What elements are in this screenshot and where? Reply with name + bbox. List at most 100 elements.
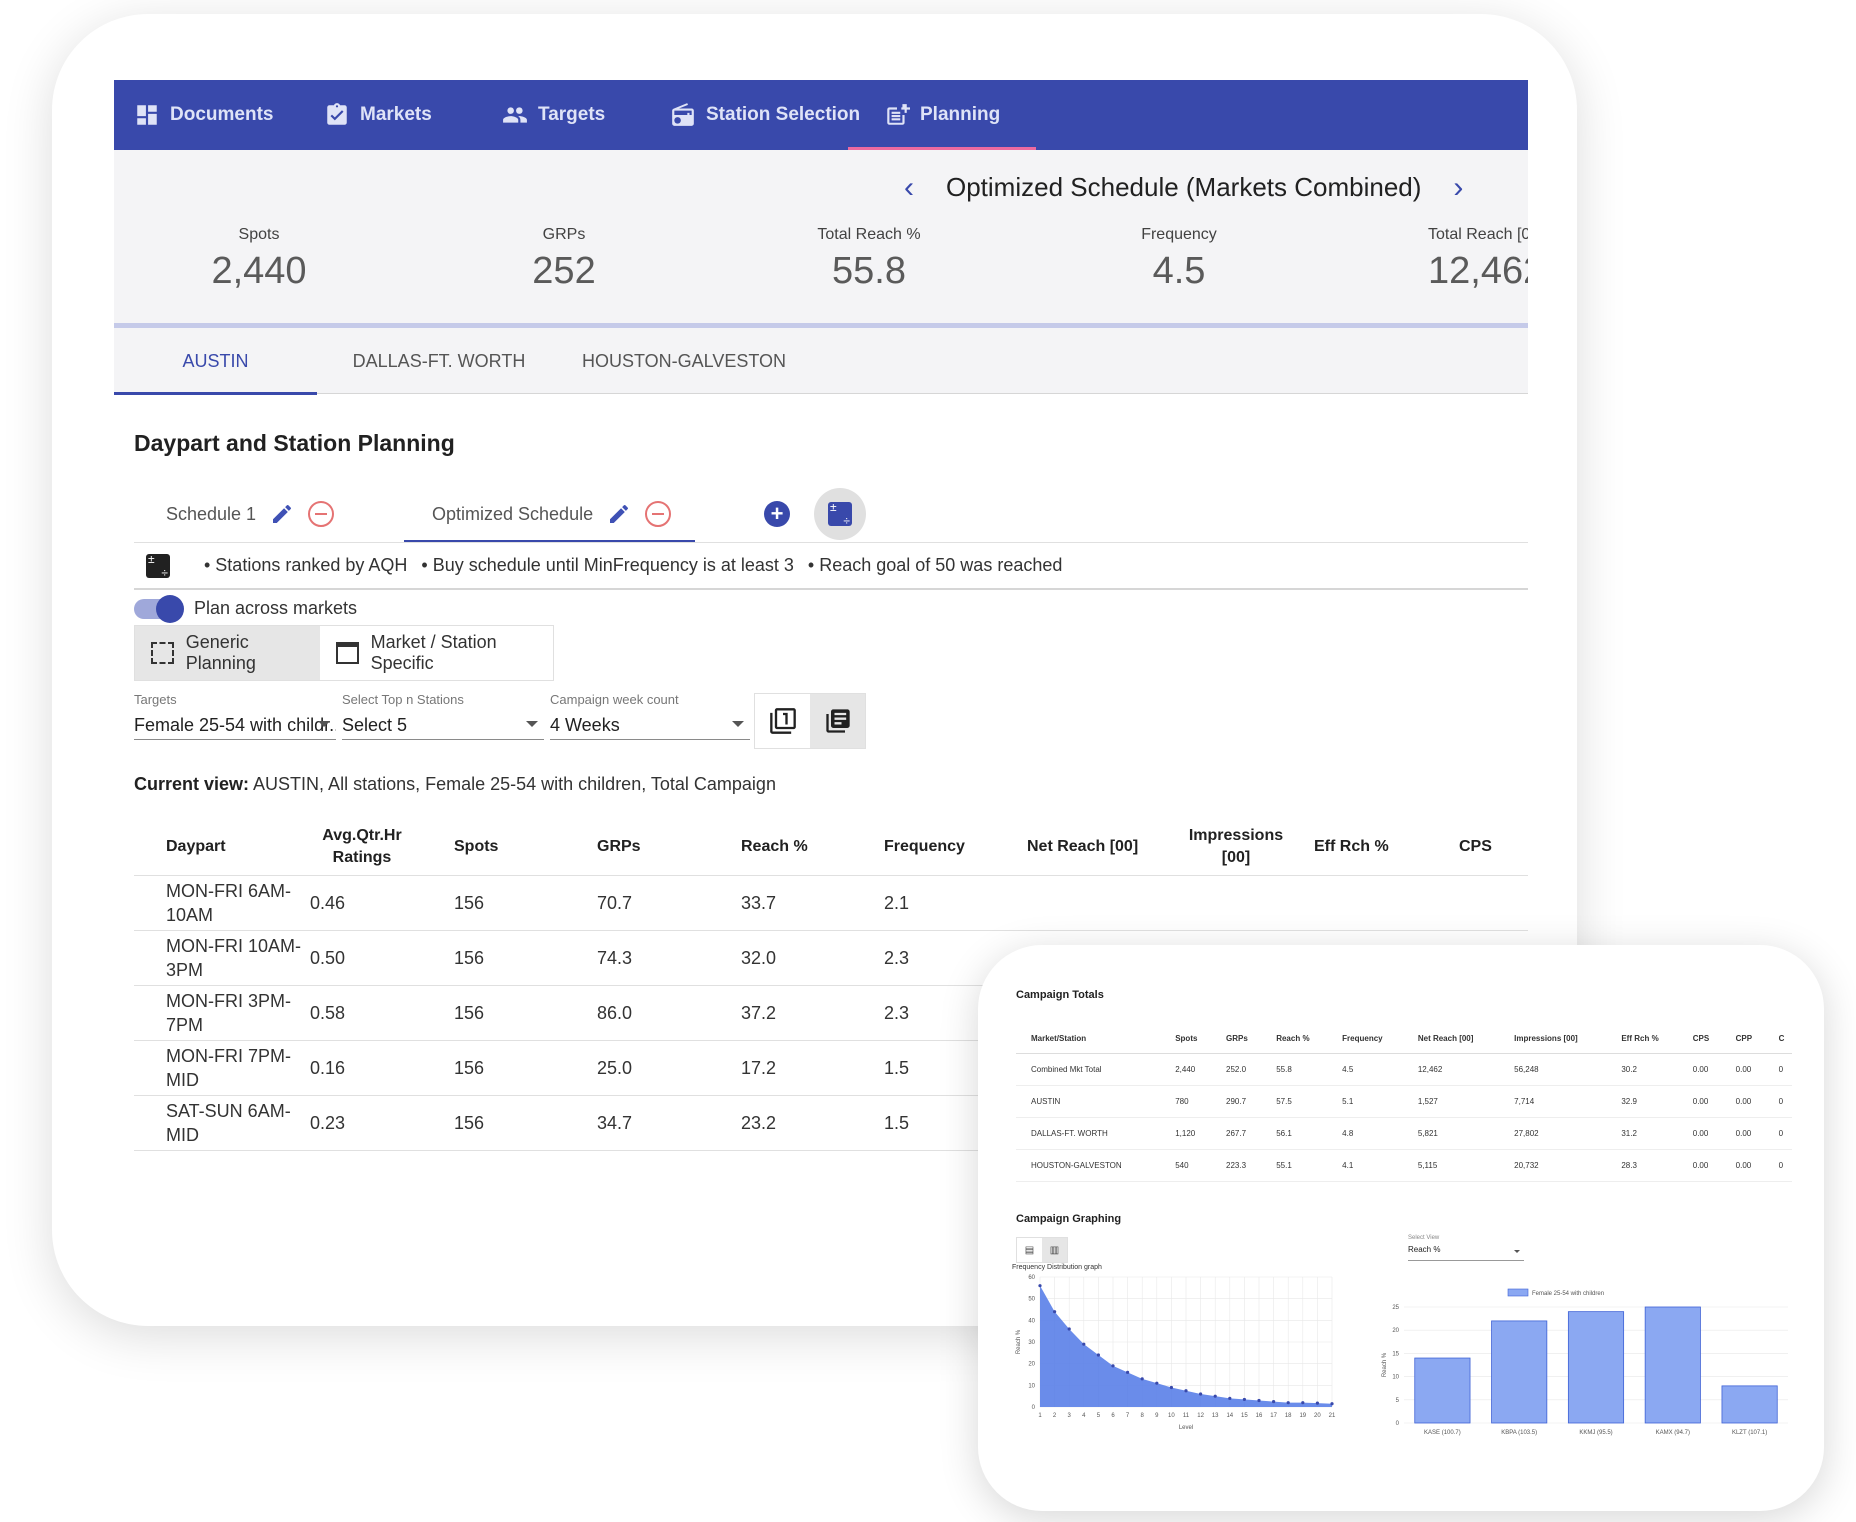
top-n-stations-select[interactable]: Select Top n Stations Select 5: [342, 692, 544, 740]
library-view-button[interactable]: [810, 694, 865, 748]
col-header[interactable]: CPS: [1459, 837, 1492, 855]
nav-markets[interactable]: Markets: [324, 80, 432, 150]
tab-austin[interactable]: AUSTIN: [114, 328, 317, 395]
edit-icon[interactable]: [607, 502, 631, 526]
col-header[interactable]: Net Reach [00]: [1027, 837, 1139, 855]
campaign-week-count-select[interactable]: Campaign week count 4 Weeks: [550, 692, 750, 740]
cell: DALLAS-FT. WORTH: [1016, 1117, 1161, 1150]
col-header[interactable]: Eff Rch %: [1314, 837, 1389, 855]
legend-label: Female 25-54 with children: [1532, 1291, 1604, 1297]
x-tick-label: 8: [1141, 1413, 1145, 1419]
col-header[interactable]: GRPs: [597, 837, 641, 855]
tab-dallas-ft-worth[interactable]: DALLAS-FT. WORTH: [352, 351, 526, 371]
stats-band: ‹ Optimized Schedule (Markets Combined) …: [114, 150, 1528, 328]
nav-station-selection[interactable]: Station Selection: [670, 80, 860, 150]
table-row[interactable]: HOUSTON-GALVESTON 540 223.3 55.1 4.1 5,1…: [1016, 1149, 1792, 1182]
nav-planning[interactable]: Planning: [847, 80, 1037, 150]
cell: 74.3: [597, 947, 633, 968]
nav-documents[interactable]: Documents: [134, 80, 273, 150]
totals-header-row: Market/Station Spots GRPs Reach % Freque…: [1016, 1025, 1792, 1054]
filter-1-icon: [769, 708, 796, 734]
stat-total-reach-pct: Total Reach % 55.8: [799, 226, 939, 293]
mode-label: Generic Planning: [185, 632, 256, 673]
table-row[interactable]: MON-FRI 3PM-7PM 0.58 156 86.0 37.2 2.3: [134, 986, 1528, 1041]
remove-circle-icon[interactable]: [645, 501, 672, 527]
stat-label: Total Reach %: [817, 226, 921, 243]
plan-across-markets-toggle[interactable]: [134, 594, 184, 623]
data-point: [1169, 1385, 1173, 1390]
targets-select[interactable]: Targets Female 25-54 with childr...: [134, 692, 336, 740]
cell: 33.7: [741, 892, 777, 913]
cell: 2,440: [1160, 1053, 1211, 1086]
x-tick-label: KAMX (94.7): [1656, 1430, 1690, 1436]
market-station-specific-button[interactable]: Market / Station Specific: [320, 626, 553, 680]
cell: 252.0: [1211, 1053, 1262, 1086]
col-header: Impressions [00]: [1499, 1025, 1607, 1054]
cell-daypart: SAT-SUN 6AM-MID: [166, 1101, 291, 1145]
x-tick-label: 1: [1038, 1413, 1042, 1419]
mode-label: Market / Station Specific: [370, 632, 497, 673]
col-header[interactable]: Frequency: [884, 837, 965, 855]
x-tick-label: 2: [1053, 1413, 1057, 1419]
nav-targets[interactable]: Targets: [502, 80, 605, 150]
col-header[interactable]: Reach %: [741, 837, 808, 855]
x-tick-label: KASE (100.7): [1424, 1430, 1461, 1436]
table-view-button[interactable]: ▤: [1017, 1238, 1042, 1262]
table-row[interactable]: DALLAS-FT. WORTH 1,120 267.7 56.1 4.8 5,…: [1016, 1117, 1792, 1150]
col-header[interactable]: Avg.Qtr.Hr Ratings: [322, 826, 402, 866]
tab-houston-galveston[interactable]: HOUSTON-GALVESTON: [581, 351, 787, 371]
col-header[interactable]: Spots: [454, 837, 499, 855]
table-row[interactable]: Combined Mkt Total 2,440 252.0 55.8 4.5 …: [1016, 1053, 1792, 1086]
table-row[interactable]: MON-FRI 6AM-10AM 0.46 156 70.7 33.7 2.1: [134, 876, 1528, 931]
post-add-icon: [887, 104, 910, 125]
cell: 540: [1160, 1149, 1211, 1182]
optimize-button[interactable]: [814, 488, 866, 540]
nav-targets-label: Targets: [538, 104, 606, 125]
col-header: CPP: [1720, 1025, 1764, 1054]
prev-schedule-button[interactable]: ‹: [904, 170, 914, 204]
x-tick-label: 9: [1155, 1413, 1159, 1419]
schedule-title: Optimized Schedule (Markets Combined): [946, 172, 1422, 202]
generic-planning-button[interactable]: Generic Planning: [135, 626, 320, 680]
dropdown-arrow-icon: [318, 721, 330, 727]
cell: 4.1: [1327, 1149, 1403, 1182]
x-tick-label: 21: [1329, 1413, 1336, 1419]
cell: 1,527: [1402, 1085, 1500, 1118]
cell: 2.3: [884, 947, 910, 968]
cell: 290.7: [1211, 1085, 1262, 1118]
cell: 2.3: [884, 1002, 910, 1023]
add-schedule-button[interactable]: +: [764, 501, 790, 527]
stat-frequency: Frequency 4.5: [1109, 226, 1249, 293]
x-tick-label: 13: [1212, 1413, 1219, 1419]
current-view-value: AUSTIN, All stations, Female 25-54 with …: [253, 774, 776, 794]
col-header: Reach %: [1261, 1025, 1328, 1054]
stat-value: 4.5: [1152, 250, 1206, 292]
table-row[interactable]: MON-FRI 10AM-3PM 0.50 156 74.3 32.0 2.3: [134, 931, 1528, 986]
table-row[interactable]: MON-FRI 7PM-MID 0.16 156 25.0 17.2 1.5: [134, 1041, 1528, 1096]
y-tick-label: 10: [1028, 1383, 1035, 1389]
campaign-graphing-title: Campaign Graphing: [1016, 1213, 1122, 1225]
tab-schedule-1[interactable]: Schedule 1: [166, 488, 335, 540]
next-schedule-button[interactable]: ›: [1453, 170, 1464, 204]
col-header[interactable]: Daypart: [166, 837, 226, 855]
cell: 4.8: [1327, 1117, 1403, 1150]
data-point: [1067, 1327, 1071, 1331]
cell: 86.0: [597, 1002, 633, 1023]
cell: 25.0: [597, 1057, 633, 1078]
cell: 0.00: [1720, 1149, 1764, 1182]
table-row[interactable]: SAT-SUN 6AM-MID 0.23 156 34.7 23.2 1.5: [134, 1096, 1528, 1151]
single-view-button[interactable]: [755, 694, 810, 748]
tab-optimized-schedule[interactable]: Optimized Schedule: [403, 488, 696, 543]
select-view-dropdown[interactable]: Select View Reach %: [1408, 1235, 1524, 1261]
cell: 156: [454, 892, 485, 913]
col-header[interactable]: Impressions [00]: [1188, 826, 1284, 866]
x-tick-label: 18: [1285, 1413, 1292, 1419]
chart-view-button[interactable]: ▥: [1042, 1238, 1067, 1262]
data-point: [1096, 1353, 1100, 1357]
schedule-tabs: Schedule 1 Optimized Schedule +: [134, 488, 1528, 543]
remove-circle-icon[interactable]: [308, 501, 335, 527]
edit-icon[interactable]: [270, 502, 294, 526]
table-row[interactable]: AUSTIN 780 290.7 57.5 5.1 1,527 7,714 32…: [1016, 1085, 1792, 1118]
col-header: GRPs: [1211, 1025, 1262, 1054]
schedule-navigator: ‹ Optimized Schedule (Markets Combined) …: [904, 172, 1463, 203]
